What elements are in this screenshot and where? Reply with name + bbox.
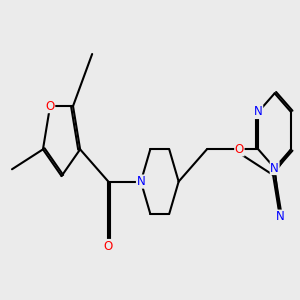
- Text: N: N: [254, 106, 263, 118]
- Text: O: O: [45, 100, 55, 112]
- Text: N: N: [270, 161, 279, 175]
- Text: O: O: [104, 239, 113, 253]
- Text: N: N: [275, 210, 284, 223]
- Text: N: N: [136, 175, 145, 188]
- Text: O: O: [235, 143, 244, 156]
